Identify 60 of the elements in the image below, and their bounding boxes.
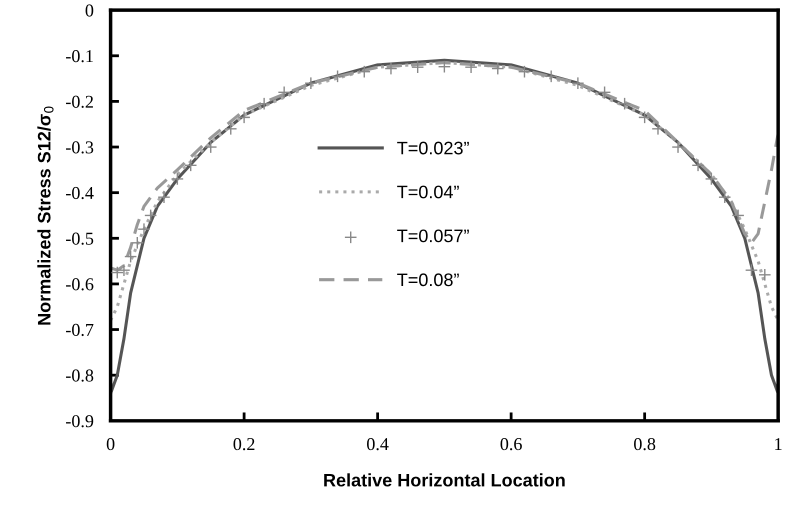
point [718, 190, 732, 204]
point [224, 122, 238, 136]
line-series [110, 61, 778, 322]
point [544, 70, 558, 83]
point [692, 158, 705, 172]
point [704, 172, 718, 186]
point [130, 236, 144, 250]
y-tick-label: -0.5 [66, 232, 94, 245]
y-tick-label: -0.9 [66, 415, 94, 428]
y-tick-label: -0.6 [66, 278, 94, 290]
point [598, 86, 612, 99]
point [638, 110, 652, 124]
point [137, 222, 150, 236]
point [744, 264, 758, 277]
x-tick-label: 0.8 [634, 438, 656, 450]
point [170, 172, 184, 186]
x-tick-label: 0.6 [500, 438, 522, 450]
x-axis-title: Relative Horizontal Location [324, 473, 565, 487]
point [124, 250, 138, 264]
y-tick-label: 0 [86, 4, 94, 17]
point [758, 268, 772, 282]
line-series [110, 61, 778, 272]
y-tick-label: -0.7 [66, 324, 94, 336]
point [411, 60, 424, 74]
point [304, 76, 318, 90]
point [618, 97, 632, 110]
point [732, 208, 745, 222]
legend-label: T=0.023” [397, 142, 469, 154]
x-tick-label: 0.4 [367, 438, 389, 450]
y-axis-title: Normalized Stress S12/σ$_{0}$ [37, 106, 54, 325]
y-tick-label: -0.2 [66, 96, 93, 108]
point [571, 76, 584, 90]
point [438, 60, 451, 74]
point [278, 86, 291, 99]
point [491, 62, 504, 76]
point [358, 65, 371, 78]
point [184, 158, 198, 172]
legend-label: T=0.057” [397, 229, 469, 242]
point [158, 190, 171, 204]
y-tick-label: -0.8 [66, 369, 94, 382]
point [258, 97, 271, 110]
point [238, 110, 251, 124]
y-tick-label: -0.4 [66, 186, 94, 200]
point [204, 140, 218, 154]
point [672, 140, 685, 154]
point [144, 208, 158, 222]
x-tick-label: 0.2 [234, 438, 254, 450]
point [384, 62, 398, 76]
point [651, 122, 664, 136]
point [518, 65, 531, 78]
y-tick-label: -0.1 [66, 50, 93, 62]
x-tick-label: 1 [775, 438, 782, 450]
legend-label: T=0.08” [397, 273, 459, 286]
legend-label: T=0.04” [397, 186, 459, 198]
point [464, 60, 478, 74]
point [331, 70, 344, 83]
point [110, 266, 124, 280]
point [117, 264, 130, 277]
x-tick-label: 0 [106, 438, 114, 450]
y-tick-label: -0.3 [66, 141, 94, 154]
